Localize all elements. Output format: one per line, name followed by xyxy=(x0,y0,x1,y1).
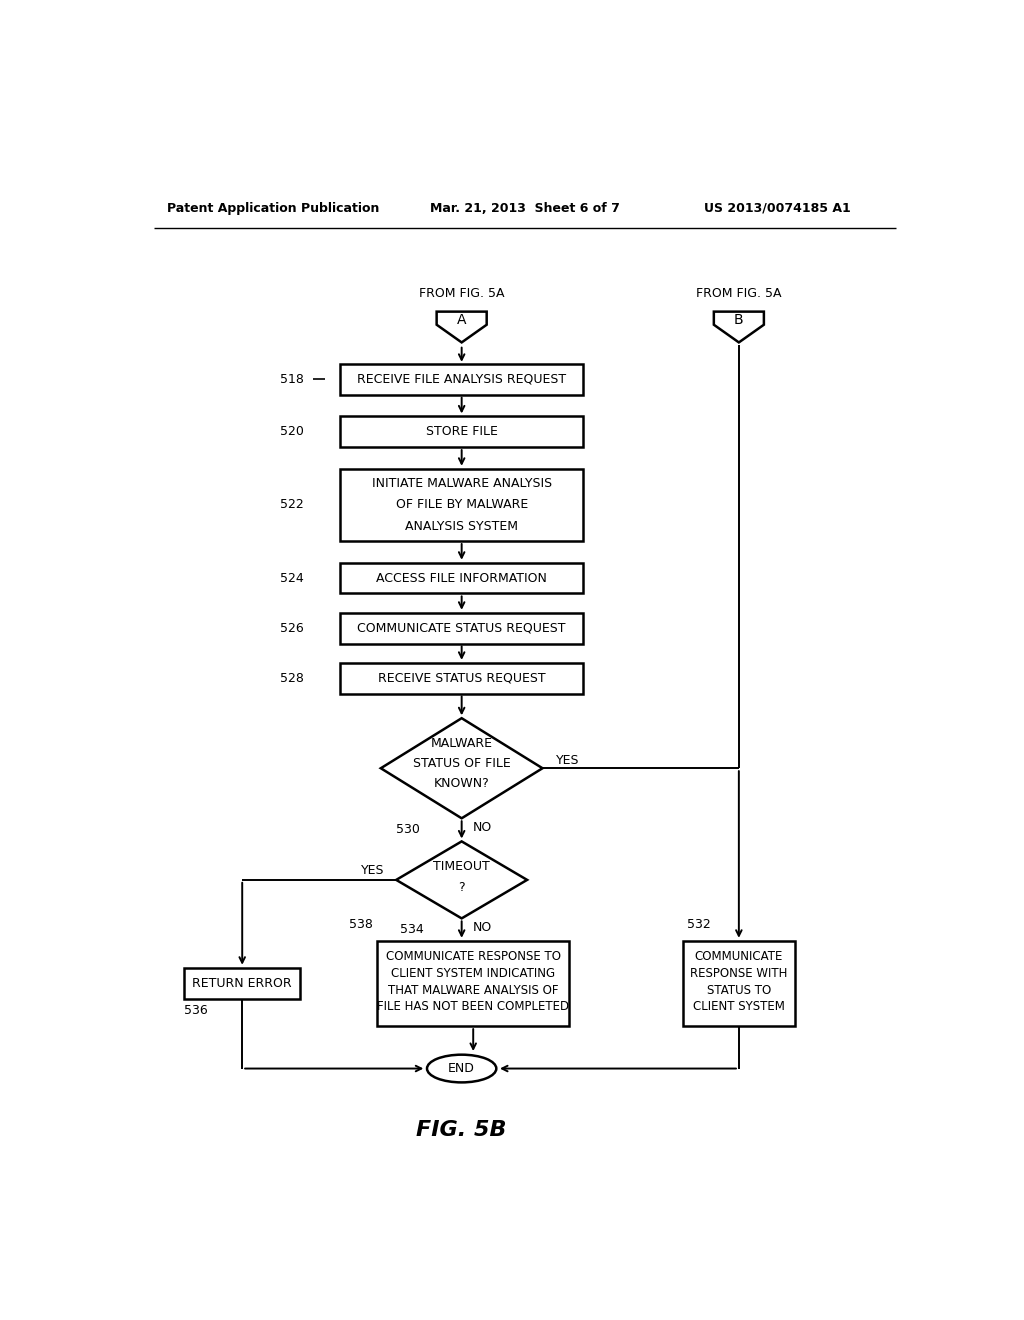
Text: RESPONSE WITH: RESPONSE WITH xyxy=(690,966,787,979)
Ellipse shape xyxy=(427,1055,497,1082)
Text: COMMUNICATE: COMMUNICATE xyxy=(694,949,783,962)
Text: 518: 518 xyxy=(280,372,303,385)
FancyBboxPatch shape xyxy=(377,941,569,1026)
FancyBboxPatch shape xyxy=(340,612,583,644)
Text: FROM FIG. 5A: FROM FIG. 5A xyxy=(696,286,781,300)
Text: KNOWN?: KNOWN? xyxy=(434,777,489,791)
Text: RECEIVE FILE ANALYSIS REQUEST: RECEIVE FILE ANALYSIS REQUEST xyxy=(357,372,566,385)
Text: ANALYSIS SYSTEM: ANALYSIS SYSTEM xyxy=(406,520,518,533)
FancyBboxPatch shape xyxy=(340,562,583,594)
Polygon shape xyxy=(381,718,543,818)
Text: FIG. 5B: FIG. 5B xyxy=(417,1121,507,1140)
FancyBboxPatch shape xyxy=(184,969,300,999)
Text: 536: 536 xyxy=(184,1003,208,1016)
FancyBboxPatch shape xyxy=(340,364,583,395)
Text: 520: 520 xyxy=(280,425,303,438)
Text: ?: ? xyxy=(459,880,465,894)
Text: 534: 534 xyxy=(400,923,424,936)
Polygon shape xyxy=(396,841,527,919)
Text: END: END xyxy=(449,1063,475,1074)
Text: Patent Application Publication: Patent Application Publication xyxy=(167,202,379,215)
Text: MALWARE: MALWARE xyxy=(431,737,493,750)
Text: 522: 522 xyxy=(280,499,303,511)
Text: RECEIVE STATUS REQUEST: RECEIVE STATUS REQUEST xyxy=(378,672,546,685)
FancyBboxPatch shape xyxy=(340,416,583,447)
Text: COMMUNICATE RESPONSE TO: COMMUNICATE RESPONSE TO xyxy=(386,949,561,962)
Text: B: B xyxy=(734,313,743,327)
Text: OF FILE BY MALWARE: OF FILE BY MALWARE xyxy=(395,499,527,511)
Text: 530: 530 xyxy=(396,824,420,837)
Text: RETURN ERROR: RETURN ERROR xyxy=(193,977,292,990)
Polygon shape xyxy=(436,312,486,342)
Text: 528: 528 xyxy=(280,672,303,685)
Text: ACCESS FILE INFORMATION: ACCESS FILE INFORMATION xyxy=(376,572,547,585)
Text: CLIENT SYSTEM INDICATING: CLIENT SYSTEM INDICATING xyxy=(391,966,555,979)
Polygon shape xyxy=(714,312,764,342)
Text: FILE HAS NOT BEEN COMPLETED: FILE HAS NOT BEEN COMPLETED xyxy=(377,1001,569,1014)
FancyBboxPatch shape xyxy=(340,469,583,541)
Text: CLIENT SYSTEM: CLIENT SYSTEM xyxy=(693,1001,784,1014)
Text: 524: 524 xyxy=(280,572,303,585)
Text: A: A xyxy=(457,313,466,327)
Text: NO: NO xyxy=(473,921,493,935)
Text: 538: 538 xyxy=(349,917,373,931)
Text: STATUS OF FILE: STATUS OF FILE xyxy=(413,758,511,770)
Text: 526: 526 xyxy=(280,622,303,635)
Text: THAT MALWARE ANALYSIS OF: THAT MALWARE ANALYSIS OF xyxy=(388,983,558,997)
Text: Mar. 21, 2013  Sheet 6 of 7: Mar. 21, 2013 Sheet 6 of 7 xyxy=(430,202,620,215)
FancyBboxPatch shape xyxy=(683,941,795,1026)
Text: STORE FILE: STORE FILE xyxy=(426,425,498,438)
Text: FROM FIG. 5A: FROM FIG. 5A xyxy=(419,286,505,300)
Text: NO: NO xyxy=(473,821,493,834)
Text: TIMEOUT: TIMEOUT xyxy=(433,859,490,873)
Text: YES: YES xyxy=(361,865,385,878)
Text: COMMUNICATE STATUS REQUEST: COMMUNICATE STATUS REQUEST xyxy=(357,622,566,635)
Text: STATUS TO: STATUS TO xyxy=(707,983,771,997)
Text: YES: YES xyxy=(556,754,580,767)
FancyBboxPatch shape xyxy=(340,663,583,693)
Text: 532: 532 xyxy=(687,917,711,931)
Text: INITIATE MALWARE ANALYSIS: INITIATE MALWARE ANALYSIS xyxy=(372,477,552,490)
Text: US 2013/0074185 A1: US 2013/0074185 A1 xyxy=(703,202,851,215)
